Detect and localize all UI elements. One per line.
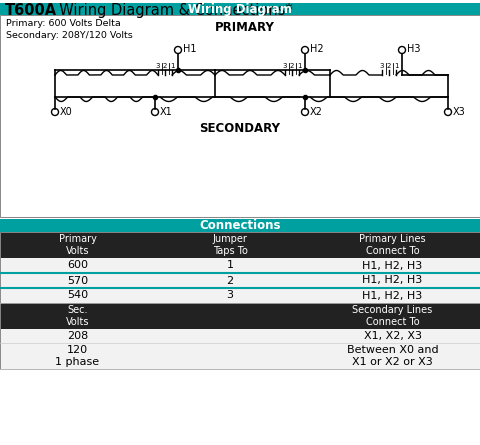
Bar [0, 343, 480, 369]
Bar [0, 303, 480, 329]
Text: Primary Lines
Connect To: Primary Lines Connect To [359, 234, 426, 256]
Text: X3: X3 [453, 107, 466, 117]
Text: H3: H3 [407, 44, 420, 54]
Text: 2: 2 [227, 275, 234, 286]
Text: Connections: Connections [199, 219, 281, 232]
Text: Jumper
Taps To: Jumper Taps To [213, 234, 247, 256]
Bar [0, 232, 480, 369]
Text: H1, H2, H3: H1, H2, H3 [362, 275, 422, 286]
Text: 2: 2 [290, 63, 294, 69]
Text: 2: 2 [163, 63, 167, 69]
Text: 1: 1 [394, 63, 398, 69]
Text: X0: X0 [60, 107, 73, 117]
Bar [0, 15, 480, 217]
Text: 1: 1 [227, 260, 233, 271]
Bar [0, 288, 480, 303]
Text: Sec.
Volts: Sec. Volts [66, 305, 89, 327]
Bar [0, 15, 480, 217]
Text: SECONDARY: SECONDARY [200, 122, 280, 135]
Bar [0, 258, 480, 273]
Text: 3: 3 [380, 63, 384, 69]
Text: Between X0 and
X1 or X2 or X3: Between X0 and X1 or X2 or X3 [347, 345, 438, 367]
Bar [0, 329, 480, 343]
Text: X1, X2, X3: X1, X2, X3 [363, 331, 421, 341]
Bar [0, 219, 480, 232]
Text: Primary: 600 Volts Delta
Secondary: 208Y/120 Volts: Primary: 600 Volts Delta Secondary: 208Y… [6, 19, 133, 40]
Text: 600: 600 [67, 260, 88, 271]
Text: 1: 1 [170, 63, 174, 69]
Text: X2: X2 [310, 107, 323, 117]
Text: 540: 540 [67, 291, 88, 300]
Text: Wiring Diagram: Wiring Diagram [188, 3, 292, 16]
Text: PRIMARY: PRIMARY [215, 21, 275, 34]
Text: T600A: T600A [5, 3, 57, 18]
Bar [0, 273, 480, 288]
Text: 120
1 phase: 120 1 phase [55, 345, 99, 367]
Text: H1, H2, H3: H1, H2, H3 [362, 291, 422, 300]
Text: Secondary Lines
Connect To: Secondary Lines Connect To [352, 305, 432, 327]
Text: H1: H1 [183, 44, 196, 54]
Text: 3: 3 [156, 63, 160, 69]
Text: H1, H2, H3: H1, H2, H3 [362, 260, 422, 271]
Text: 570: 570 [67, 275, 88, 286]
Bar [0, 3, 480, 15]
Bar [0, 232, 480, 258]
Text: X1: X1 [160, 107, 173, 117]
Text: 208: 208 [67, 331, 88, 341]
Text: Primary
Volts: Primary Volts [59, 234, 96, 256]
Text: Wiring Diagram & Connections*: Wiring Diagram & Connections* [50, 3, 293, 18]
Text: H2: H2 [310, 44, 324, 54]
Text: 2: 2 [387, 63, 391, 69]
Text: 3: 3 [227, 291, 233, 300]
Text: 1: 1 [297, 63, 301, 69]
Text: 3: 3 [283, 63, 287, 69]
